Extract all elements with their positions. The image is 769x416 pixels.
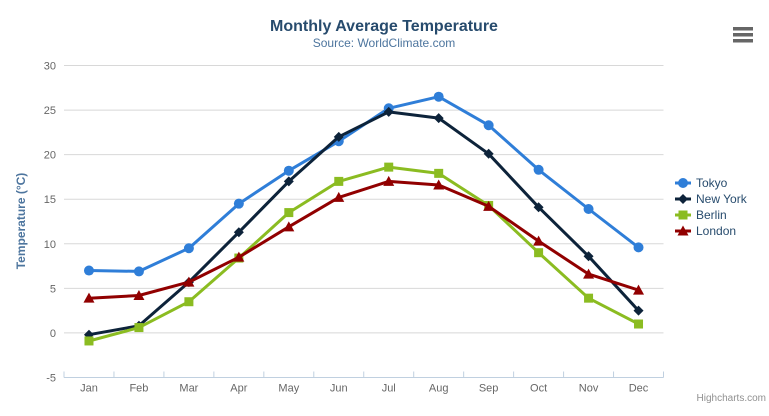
data-point-marker[interactable]: [283, 165, 294, 176]
y-tick-label: -5: [46, 373, 56, 385]
data-point-marker[interactable]: [483, 120, 494, 131]
data-point-marker[interactable]: [384, 162, 394, 172]
y-axis-labels: -5 0 5 10 15 20 25 30: [44, 61, 56, 385]
legend: Tokyo New York Berlin London: [675, 176, 748, 238]
data-point-marker[interactable]: [134, 323, 144, 333]
data-point-marker[interactable]: [633, 305, 644, 316]
legend-item-london[interactable]: London: [675, 224, 736, 238]
x-tick-label: Nov: [579, 383, 599, 395]
data-point-marker[interactable]: [634, 319, 644, 329]
legend-label[interactable]: Berlin: [696, 208, 727, 222]
data-point-marker[interactable]: [283, 221, 295, 232]
series-line[interactable]: [87, 110, 640, 337]
data-point-marker[interactable]: [333, 131, 344, 142]
data-point-marker[interactable]: [233, 227, 244, 238]
x-tick-label: Jul: [382, 383, 396, 395]
data-point-marker[interactable]: [183, 243, 194, 254]
x-tick-label: Jan: [80, 383, 98, 395]
hamburger-icon-bar: [733, 33, 753, 37]
legend-item-berlin[interactable]: Berlin: [675, 208, 727, 222]
data-point-marker[interactable]: [333, 191, 345, 202]
data-point-marker[interactable]: [483, 148, 494, 159]
series-line[interactable]: [87, 165, 640, 343]
legend-item-new-york[interactable]: New York: [675, 192, 748, 206]
data-point-marker[interactable]: [184, 297, 194, 307]
legend-label[interactable]: Tokyo: [696, 176, 728, 190]
data-point-marker[interactable]: [233, 251, 245, 262]
data-point-marker[interactable]: [583, 268, 595, 279]
data-point-marker[interactable]: [533, 202, 544, 213]
legend-marker[interactable]: [677, 225, 689, 236]
data-point-marker[interactable]: [433, 113, 444, 124]
data-point-marker[interactable]: [583, 204, 594, 215]
data-point-marker[interactable]: [233, 198, 244, 209]
data-point-marker[interactable]: [83, 292, 95, 303]
data-point-marker[interactable]: [534, 248, 544, 258]
data-point-marker[interactable]: [334, 176, 344, 186]
gridlines: [64, 65, 664, 378]
data-point-marker[interactable]: [533, 235, 545, 246]
chart-title: Monthly Average Temperature: [270, 18, 498, 35]
x-tick-label: Mar: [179, 383, 198, 395]
y-tick-label: 0: [50, 328, 56, 340]
data-point-marker[interactable]: [383, 175, 395, 186]
hamburger-icon-bar: [733, 39, 753, 43]
y-tick-label: 5: [50, 283, 56, 295]
data-point-marker[interactable]: [633, 284, 645, 295]
data-point-marker[interactable]: [633, 242, 644, 253]
series-london: [83, 175, 645, 303]
credits-link[interactable]: Highcharts.com: [697, 393, 766, 404]
data-point-marker[interactable]: [183, 276, 195, 287]
x-tick-label: Jun: [330, 383, 348, 395]
legend-item-tokyo[interactable]: Tokyo: [675, 176, 728, 190]
series-berlin: [84, 162, 644, 346]
data-point-marker[interactable]: [583, 251, 594, 262]
y-tick-label: 15: [44, 194, 56, 206]
y-tick-label: 20: [44, 150, 56, 162]
series-group: [83, 91, 645, 346]
legend-marker[interactable]: [678, 194, 688, 204]
x-tick-label: May: [278, 383, 299, 395]
data-point-marker[interactable]: [433, 179, 445, 190]
data-point-marker[interactable]: [283, 176, 294, 187]
y-axis-title: Temperature (°C): [14, 173, 28, 270]
x-tick-label: Aug: [429, 383, 449, 395]
x-tick-label: Feb: [129, 383, 148, 395]
x-axis: Jan Feb Mar Apr May Jun Jul Aug Sep Oct Nov Dec: [63, 371, 664, 395]
x-tick-label: Apr: [230, 383, 247, 395]
x-tick-label: Sep: [479, 383, 499, 395]
data-point-marker[interactable]: [83, 265, 94, 276]
data-point-marker[interactable]: [584, 293, 594, 303]
series-tokyo: [83, 91, 644, 277]
legend-marker[interactable]: [678, 210, 688, 220]
legend-label[interactable]: London: [696, 224, 736, 238]
series-line[interactable]: [87, 179, 640, 300]
data-point-marker[interactable]: [383, 106, 394, 117]
data-point-marker[interactable]: [133, 289, 145, 300]
series-new-york: [83, 106, 644, 340]
hamburger-icon-bar: [733, 27, 753, 31]
data-point-marker[interactable]: [284, 208, 294, 218]
chart-subtitle: Source: WorldClimate.com: [313, 36, 456, 50]
y-tick-label: 25: [44, 105, 56, 117]
y-tick-label: 30: [44, 61, 56, 73]
legend-label[interactable]: New York: [696, 192, 748, 206]
data-point-marker[interactable]: [133, 266, 144, 277]
data-point-marker[interactable]: [433, 91, 444, 102]
data-point-marker[interactable]: [434, 168, 444, 178]
data-point-marker[interactable]: [533, 164, 544, 175]
legend-marker[interactable]: [678, 178, 688, 188]
y-tick-label: 10: [44, 239, 56, 251]
context-menu-button[interactable]: [731, 24, 755, 45]
data-point-marker[interactable]: [84, 336, 94, 346]
x-tick-label: Oct: [530, 383, 547, 395]
data-point-marker[interactable]: [483, 200, 495, 211]
x-tick-label: Dec: [629, 383, 649, 395]
